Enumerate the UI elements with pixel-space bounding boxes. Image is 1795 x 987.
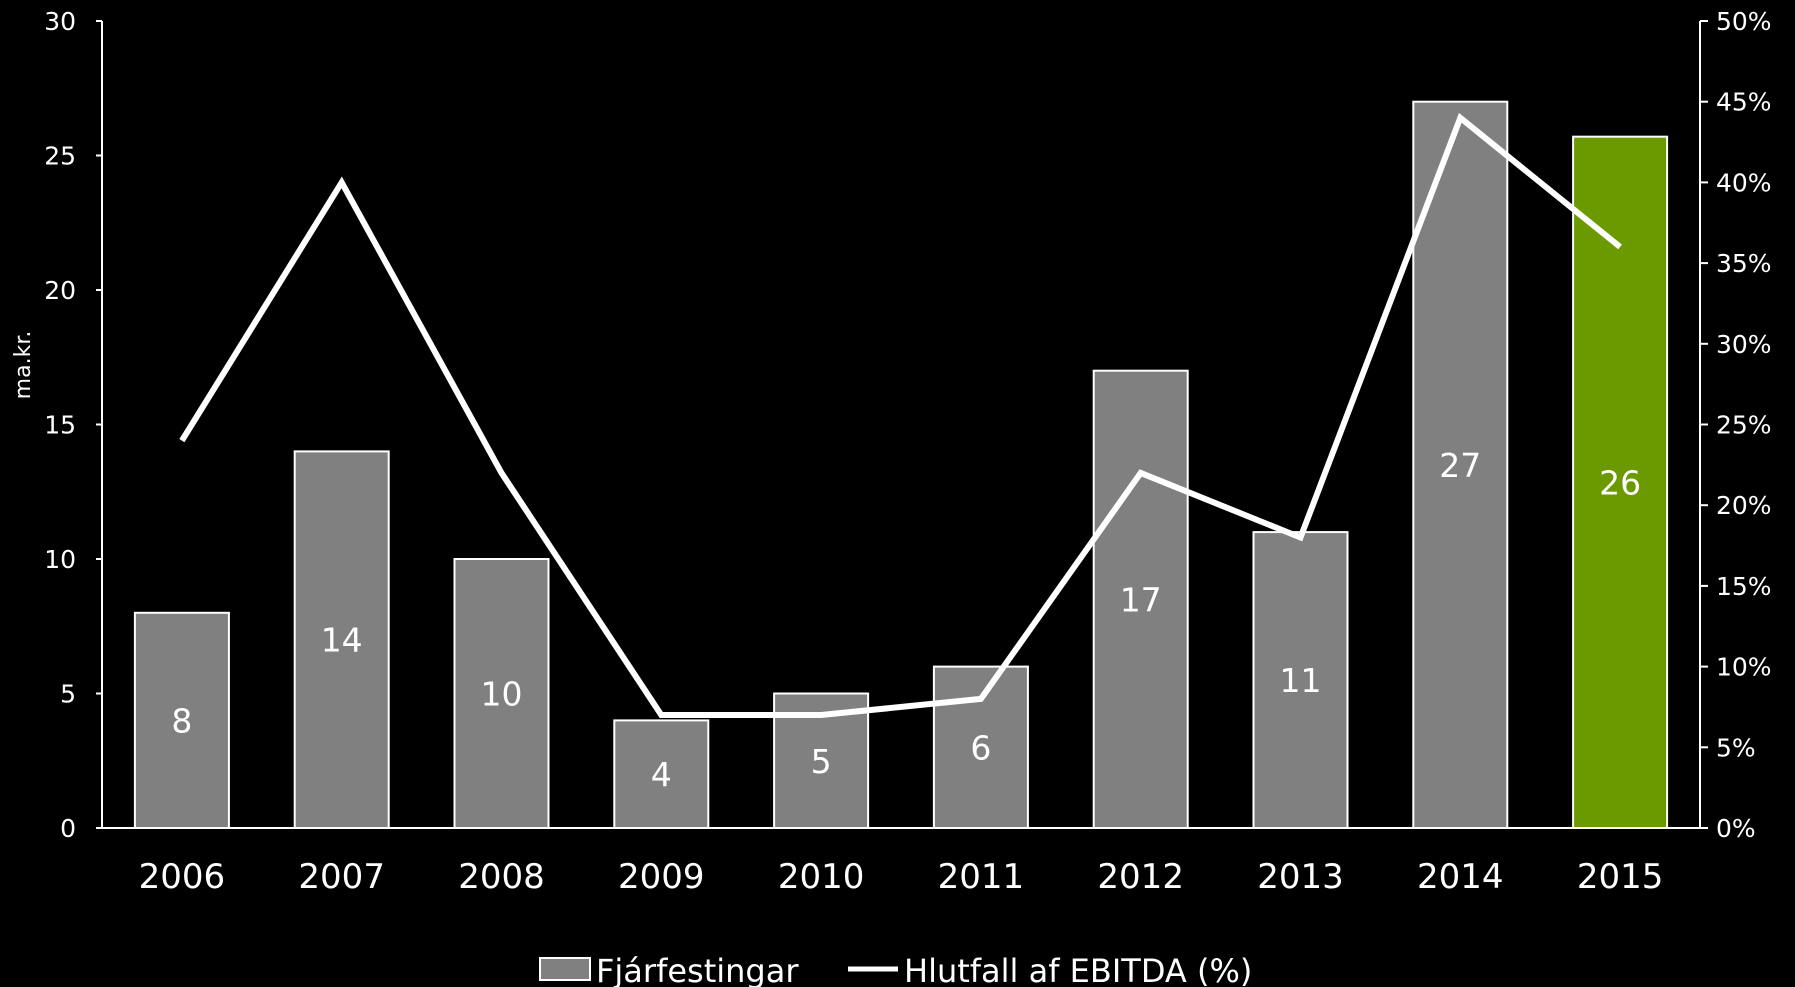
x-tick-label-2009: 2009 <box>618 857 705 897</box>
x-tick-label-2012: 2012 <box>1097 857 1184 897</box>
right-tick-label: 20% <box>1716 491 1772 520</box>
bar-label-2010: 5 <box>811 742 832 781</box>
right-tick-label: 35% <box>1716 249 1772 278</box>
left-tick-label: 25 <box>44 142 76 171</box>
bar-2013 <box>1252 531 1349 829</box>
ebitda-ratio-line <box>179 112 1622 719</box>
right-tick-label: 45% <box>1716 88 1772 117</box>
right-tick-label: 15% <box>1716 572 1772 601</box>
left-tick-label: 30 <box>44 7 76 36</box>
left-tick-label: 10 <box>44 545 76 574</box>
left-axis-ticks: 0 5 10 15 20 25 30 <box>44 7 102 843</box>
x-tick-label-2013: 2013 <box>1257 857 1344 897</box>
bar-label-2008: 10 <box>481 675 523 714</box>
right-tick-label: 10% <box>1716 653 1772 682</box>
bar-label-2011: 6 <box>970 728 991 767</box>
x-tick-label-2006: 2006 <box>139 857 226 897</box>
right-tick-label: 0% <box>1716 814 1756 843</box>
right-tick-label: 5% <box>1716 733 1756 762</box>
right-tick-label: 50% <box>1716 7 1772 36</box>
legend: Fjárfestingar Hlutfall af EBITDA (%) <box>539 952 1252 987</box>
bar-label-2006: 8 <box>171 701 192 740</box>
bar-2014 <box>1412 100 1509 829</box>
bar-label-2009: 4 <box>651 755 672 794</box>
bar-2006 <box>133 611 230 829</box>
left-tick-label: 15 <box>44 411 76 440</box>
left-axis-title: ma.kr. <box>11 331 36 400</box>
x-tick-label-2010: 2010 <box>778 857 865 897</box>
right-tick-label: 40% <box>1716 168 1772 197</box>
legend-label-bars: Fjárfestingar <box>596 952 799 987</box>
bar-2012 <box>1092 369 1189 829</box>
right-tick-label: 30% <box>1716 330 1772 359</box>
legend-swatch-bars <box>539 957 591 981</box>
bar-2009 <box>613 719 710 830</box>
bar-2008 <box>453 558 550 829</box>
bar-data-labels: 8 14 10 4 5 6 17 11 27 26 <box>171 446 1641 794</box>
bar-2007 <box>293 450 390 829</box>
bar-label-2007: 14 <box>321 621 363 660</box>
x-tick-label-2007: 2007 <box>298 857 385 897</box>
bar-label-2013: 11 <box>1280 661 1322 700</box>
right-axis-ticks: 0% 5% 10% 15% 20% 25% 30% 35% 40% 45% 50% <box>1700 7 1772 843</box>
x-tick-label-2015: 2015 <box>1577 857 1664 897</box>
bar-series <box>133 100 1669 830</box>
bar-label-2014: 27 <box>1439 446 1481 485</box>
bar-2015 <box>1572 135 1669 830</box>
bar-2011 <box>932 665 1029 829</box>
line-series <box>179 112 1622 719</box>
right-tick-label: 25% <box>1716 411 1772 440</box>
left-tick-label: 5 <box>60 680 76 709</box>
x-tick-label-2014: 2014 <box>1417 857 1504 897</box>
x-axis-ticks: 2006 2007 2008 2009 2010 2011 2012 2013 2014 2015 <box>139 857 1664 897</box>
bar-label-2012: 17 <box>1120 580 1162 619</box>
legend-label-line: Hlutfall af EBITDA (%) <box>904 952 1252 987</box>
left-tick-label: 0 <box>60 814 76 843</box>
bar-label-2015: 26 <box>1599 463 1641 502</box>
x-tick-label-2011: 2011 <box>938 857 1025 897</box>
x-tick-label-2008: 2008 <box>458 857 545 897</box>
left-tick-label: 20 <box>44 276 76 305</box>
